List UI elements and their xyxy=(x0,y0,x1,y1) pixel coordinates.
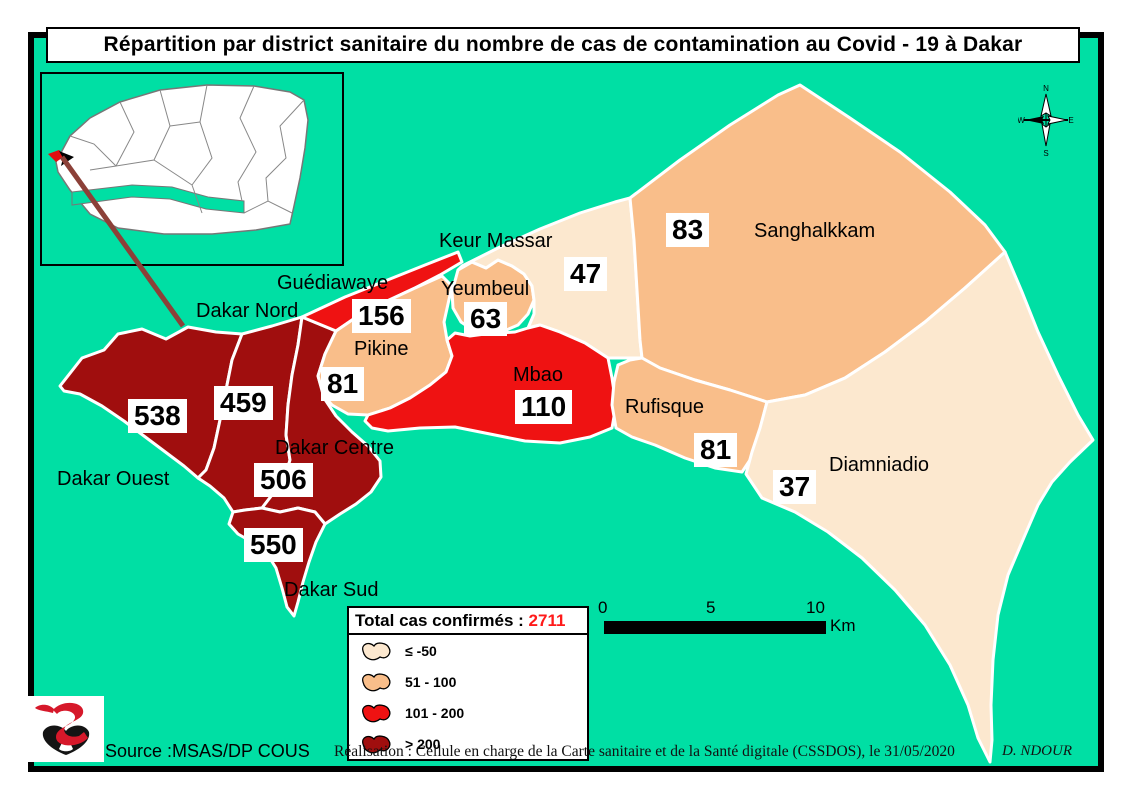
page-title: Répartition par district sanitaire du no… xyxy=(46,27,1080,63)
district-label-dakar-centre: Dakar Centre xyxy=(275,437,394,459)
district-cases-dakar-ouest: 538 xyxy=(128,399,187,433)
district-label-dakar-nord: Dakar Nord xyxy=(196,300,299,322)
district-label-keur-massar: Keur Massar xyxy=(439,230,553,252)
district-cases-diamniadio: 37 xyxy=(773,470,817,504)
legend-label-le50: ≤ -50 xyxy=(405,642,437,659)
district-label-guediawaye: Guédiawaye xyxy=(277,272,389,294)
msas-logo-graphic xyxy=(35,702,90,755)
district-label-sanghalkkam: Sanghalkkam xyxy=(754,220,876,242)
compass-rose: N S W E xyxy=(1018,84,1074,158)
scale-unit: Km xyxy=(830,616,856,635)
district-cases-yeumbeul: 63 xyxy=(464,302,508,336)
legend-swatch-le50 xyxy=(362,641,391,660)
compass-n: N xyxy=(1043,84,1049,93)
district-label-dakar-ouest: Dakar Ouest xyxy=(57,468,170,490)
scale-tick-0: 0 xyxy=(598,598,608,617)
district-label-dakar-sud: Dakar Sud xyxy=(284,579,379,601)
realisation-text: Réalisation : Cellule en charge de la Ca… xyxy=(334,743,955,760)
legend-label-51-100: 51 - 100 xyxy=(405,673,457,690)
compass-w: W xyxy=(1018,116,1025,125)
district-shape-diamniadio xyxy=(744,250,1095,764)
district-cases-dakar-sud: 550 xyxy=(244,528,303,562)
legend-row: 51 - 100 xyxy=(349,666,587,697)
compass-e: E xyxy=(1068,116,1073,125)
source-text: Source :MSAS/DP COUS xyxy=(105,741,310,761)
district-cases-dakar-centre: 506 xyxy=(254,463,313,497)
legend-row: > 200 xyxy=(349,728,587,759)
legend-label-gt200: > 200 xyxy=(405,735,441,752)
district-cases-dakar-nord: 459 xyxy=(214,386,273,420)
legend-swatch-51-100 xyxy=(362,672,391,691)
district-cases-rufisque: 81 xyxy=(694,433,738,467)
author-text: D. NDOUR xyxy=(1002,743,1072,759)
district-label-yeumbeul: Yeumbeul xyxy=(441,278,530,300)
legend-row: 101 - 200 xyxy=(349,697,587,728)
district-label-diamniadio: Diamniadio xyxy=(829,454,930,476)
district-label-pikine: Pikine xyxy=(354,338,409,360)
scale-bar: 0 5 10 Km xyxy=(598,598,868,642)
locator-line xyxy=(59,155,186,328)
msas-logo xyxy=(28,696,104,762)
compass-s: S xyxy=(1043,149,1048,158)
legend-label-101-200: 101 - 200 xyxy=(405,704,465,721)
district-label-mbao: Mbao xyxy=(513,364,564,386)
legend-row: ≤ -50 xyxy=(349,635,587,666)
legend: Total cas confirmés : 2711 ≤ -50 51 - 10… xyxy=(347,606,589,761)
district-cases-guediawaye: 156 xyxy=(352,299,411,333)
scale-bar-rule xyxy=(604,621,826,634)
district-cases-keur-massar: 47 xyxy=(564,257,608,291)
district-cases-mbao: 110 xyxy=(515,390,573,424)
district-cases-sanghalkkam: 83 xyxy=(666,213,710,247)
legend-swatch-gt200 xyxy=(362,734,391,753)
legend-total-value: 2711 xyxy=(528,611,566,630)
legend-swatch-101-200 xyxy=(362,703,391,722)
scale-tick-10: 10 xyxy=(806,598,825,617)
legend-title: Total cas confirmés : 2711 xyxy=(349,608,587,635)
scale-tick-5: 5 xyxy=(706,598,716,617)
inset-locator-map xyxy=(40,72,344,266)
district-label-rufisque: Rufisque xyxy=(625,396,704,418)
legend-title-text: Total cas confirmés : xyxy=(355,611,524,630)
senegal-outline xyxy=(48,84,309,235)
district-cases-pikine: 81 xyxy=(321,367,365,401)
